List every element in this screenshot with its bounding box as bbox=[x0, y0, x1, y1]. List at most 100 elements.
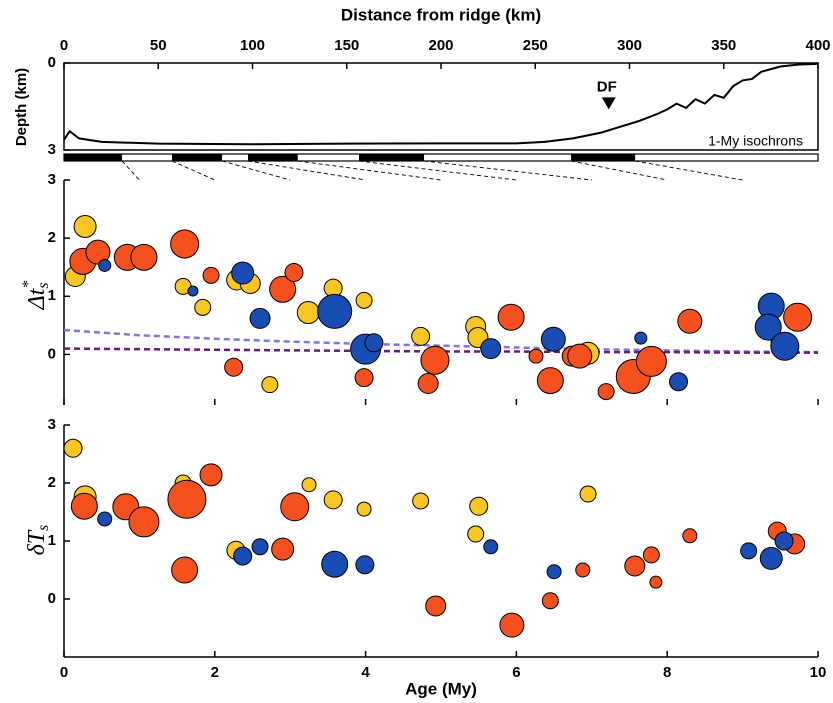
data-point bbox=[70, 492, 98, 520]
data-point bbox=[649, 575, 663, 589]
isochron-link bbox=[297, 160, 442, 181]
data-point bbox=[251, 538, 269, 556]
dT-base: δT bbox=[24, 529, 50, 555]
data-point bbox=[85, 239, 111, 265]
isochron-link bbox=[635, 160, 743, 181]
dt-label: Δt*s bbox=[20, 281, 52, 311]
model-curve bbox=[63, 328, 819, 354]
isochron-link bbox=[221, 160, 291, 181]
data-point bbox=[249, 307, 271, 329]
x-tick-label: 50 bbox=[150, 37, 167, 54]
data-point bbox=[194, 298, 212, 316]
df-label: DF bbox=[597, 78, 617, 95]
data-point bbox=[261, 376, 279, 394]
top-x-label: Distance from ridge (km) bbox=[341, 5, 541, 24]
x-tick-label: 6 bbox=[512, 664, 520, 681]
data-point bbox=[759, 546, 783, 570]
y-tick-label: 0 bbox=[48, 590, 56, 607]
data-point bbox=[411, 326, 431, 346]
depth-label: Depth (km) bbox=[13, 68, 30, 146]
data-point bbox=[541, 592, 559, 610]
data-point bbox=[280, 492, 310, 522]
data-point bbox=[567, 343, 593, 369]
data-point bbox=[355, 291, 373, 309]
data-point bbox=[682, 528, 698, 544]
data-point bbox=[546, 564, 562, 580]
age-label: Age (My) bbox=[405, 679, 477, 698]
y-tick-label: 3 bbox=[48, 141, 56, 158]
x-tick-label: 400 bbox=[805, 37, 830, 54]
data-point bbox=[321, 550, 349, 578]
data-point bbox=[97, 511, 113, 527]
y-tick-label: 2 bbox=[48, 474, 56, 491]
data-point bbox=[635, 345, 667, 377]
dT-label: δTs bbox=[24, 525, 52, 556]
x-tick-label: 10 bbox=[810, 664, 827, 681]
model-curve bbox=[63, 347, 818, 354]
data-point bbox=[740, 542, 758, 560]
data-point bbox=[579, 485, 597, 503]
isochron-label: 1-My isochrons bbox=[708, 133, 803, 149]
df-marker bbox=[601, 97, 616, 110]
x-tick-label: 200 bbox=[428, 37, 453, 54]
data-point bbox=[301, 477, 317, 493]
x-tick-label: 100 bbox=[240, 37, 265, 54]
y-tick-label: 1 bbox=[48, 287, 56, 304]
isochron-segment bbox=[64, 154, 123, 161]
data-point bbox=[642, 546, 660, 564]
data-point bbox=[417, 372, 439, 394]
isochron-segment bbox=[571, 154, 636, 161]
isochron-segment bbox=[359, 154, 425, 161]
data-point bbox=[130, 243, 158, 271]
isochron-link bbox=[121, 160, 140, 181]
data-point bbox=[499, 612, 525, 638]
data-point bbox=[540, 326, 566, 352]
data-point bbox=[355, 555, 375, 575]
data-point bbox=[356, 501, 372, 517]
data-point bbox=[634, 331, 648, 345]
data-point bbox=[754, 313, 782, 341]
dt-sub: s bbox=[35, 282, 52, 288]
isochron-segment bbox=[247, 154, 298, 161]
x-tick-label: 0 bbox=[60, 37, 68, 54]
data-point bbox=[364, 333, 384, 353]
dt-base: Δt bbox=[24, 287, 50, 310]
data-point bbox=[354, 368, 374, 388]
y-tick-label: 3 bbox=[48, 416, 56, 433]
isochron-link bbox=[570, 160, 668, 181]
isochron-link bbox=[247, 160, 366, 181]
data-point bbox=[677, 308, 703, 334]
data-point bbox=[199, 463, 223, 487]
data-point bbox=[170, 229, 200, 259]
x-tick-label: 2 bbox=[211, 664, 219, 681]
data-point bbox=[624, 555, 646, 577]
data-point bbox=[483, 539, 499, 555]
isochron-segment bbox=[172, 154, 222, 161]
data-point bbox=[271, 537, 295, 561]
data-point bbox=[425, 595, 447, 617]
depth-frame bbox=[63, 62, 819, 151]
x-tick-label: 150 bbox=[334, 37, 359, 54]
isochron-link bbox=[171, 160, 215, 181]
y-tick-label: 3 bbox=[48, 171, 56, 188]
data-point bbox=[669, 372, 689, 392]
data-point bbox=[73, 215, 97, 239]
data-point bbox=[317, 293, 353, 329]
data-point bbox=[233, 546, 253, 566]
isochron-link bbox=[358, 160, 517, 181]
x-tick-label: 8 bbox=[663, 664, 671, 681]
data-point bbox=[770, 331, 800, 361]
data-point bbox=[202, 266, 220, 284]
data-point bbox=[323, 490, 343, 510]
x-tick-label: 300 bbox=[617, 37, 642, 54]
x-tick-label: 350 bbox=[711, 37, 736, 54]
y-tick-label: 1 bbox=[48, 532, 56, 549]
data-point bbox=[167, 479, 207, 519]
data-point bbox=[128, 506, 160, 538]
data-point bbox=[536, 367, 564, 395]
data-point bbox=[171, 556, 199, 584]
y-tick-label: 0 bbox=[48, 54, 56, 71]
x-tick-label: 250 bbox=[523, 37, 548, 54]
data-point bbox=[597, 383, 615, 401]
